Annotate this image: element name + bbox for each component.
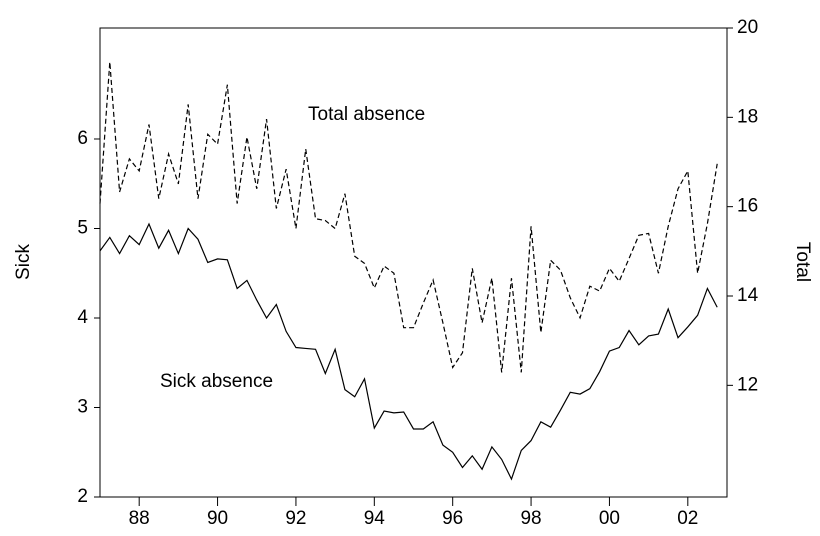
y2-tick-label: 18 xyxy=(737,106,758,127)
annotation: Sick absence xyxy=(160,371,273,392)
y2-tick-label: 14 xyxy=(737,285,759,306)
series-line xyxy=(99,222,718,481)
series-line xyxy=(99,61,718,373)
y-tick-label: 3 xyxy=(77,397,88,418)
x-tick-label: 90 xyxy=(207,508,228,529)
x-tick-label: 98 xyxy=(520,508,541,529)
y-tick-label: 6 xyxy=(77,128,88,149)
x-tick-label: 00 xyxy=(599,508,620,529)
x-tick-label: 88 xyxy=(129,508,150,529)
plot-frame xyxy=(99,27,728,498)
y-tick-label: 4 xyxy=(77,307,88,328)
y2-tick-label: 12 xyxy=(737,374,758,395)
y2-tick-label: 20 xyxy=(737,17,758,38)
x-tick-label: 96 xyxy=(442,508,463,529)
y-axis-title: Sick xyxy=(13,244,34,280)
annotation: Total absence xyxy=(308,104,425,125)
x-tick-label: 02 xyxy=(677,508,698,529)
x-tick-label: 92 xyxy=(285,508,306,529)
y-tick-label: 2 xyxy=(77,486,88,507)
y2-tick-label: 16 xyxy=(737,196,758,217)
x-tick-label: 94 xyxy=(364,508,386,529)
y2-axis-title: Total xyxy=(792,242,813,282)
y-tick-label: 5 xyxy=(77,218,88,239)
